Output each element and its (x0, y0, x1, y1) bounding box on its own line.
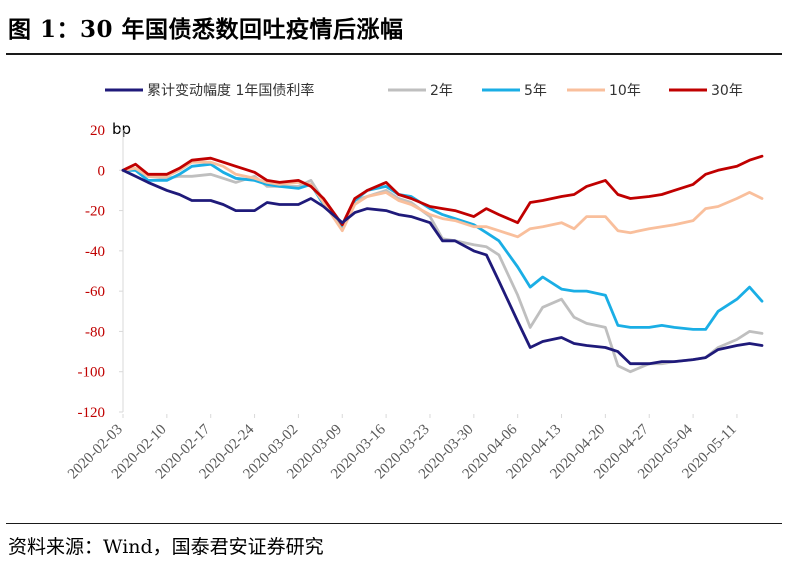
y-tick-label: -120 (78, 405, 106, 421)
chart-legend: 累计变动幅度 1年国债利率 2年 5年 10年 30年 (105, 82, 743, 99)
legend-label: 5年 (524, 83, 547, 99)
legend-label: 2年 (430, 83, 453, 99)
y-tick-label: -20 (85, 204, 105, 220)
title-rule (6, 53, 782, 55)
series-line-1 (121, 168, 764, 366)
legend-label: 累计变动幅度 1年国债利率 (147, 82, 314, 99)
y-tick-label: 20 (90, 123, 105, 139)
source-rule (6, 523, 782, 524)
y-axis: 20 0 -20 -40 -60 -80 -100 -120 (78, 123, 124, 421)
series-line-3 (121, 162, 764, 331)
figure-title: 图 1：30 年国债悉数回吐疫情后涨幅 (8, 16, 404, 43)
x-axis: 2020-02-032020-02-102020-02-172020-02-24… (65, 414, 740, 482)
y-tick-label: -80 (85, 324, 105, 340)
y-axis-label: bp (112, 120, 131, 138)
y-tick-label: -60 (85, 284, 105, 300)
series-line-4 (121, 160, 764, 239)
y-tick-label: -100 (78, 365, 106, 381)
y-tick-label: 0 (98, 163, 106, 179)
legend-label: 10年 (609, 83, 641, 99)
legend-label: 30年 (711, 83, 743, 99)
series-line-2 (121, 166, 764, 374)
series-line-5 (121, 154, 764, 227)
series-lines (121, 154, 764, 374)
source-note: 资料来源：Wind，国泰君安证券研究 (8, 536, 324, 558)
y-tick-label: -40 (85, 244, 105, 260)
